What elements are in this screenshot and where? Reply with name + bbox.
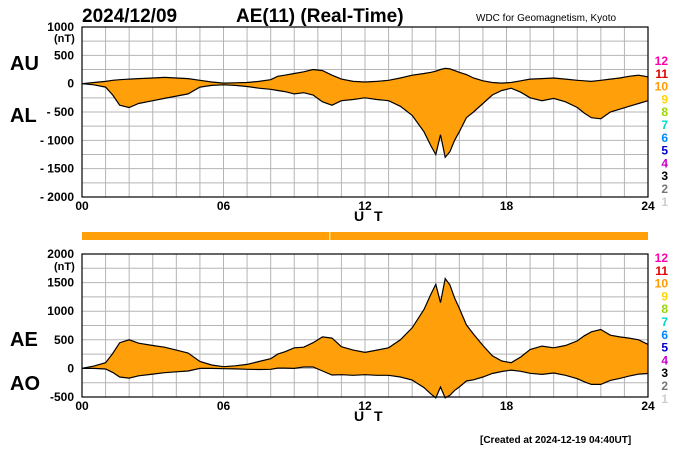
level-legend-item: 10: [655, 277, 669, 291]
ae-ao-x-tick-label: 24: [641, 399, 655, 413]
separator-bar: [82, 232, 648, 240]
ae-ao-band: [82, 278, 648, 398]
ae-ao-y-tick-label: -500: [50, 390, 74, 404]
level-legend-item: 11: [655, 264, 668, 278]
au-al-x-tick-label: 18: [500, 199, 514, 213]
au-al-y-tick-label: - 500: [47, 105, 75, 119]
level-legend-item: 4: [661, 156, 668, 170]
x-axis-label-top: U T: [354, 208, 386, 224]
level-legend-item: 7: [661, 118, 668, 132]
ae-ao-y-tick-label: 1000: [47, 304, 74, 318]
ae-ao-y-tick-label: 2000: [47, 247, 74, 261]
date-title: 2024/12/09: [82, 6, 177, 27]
chart-title: AE(11) (Real-Time): [236, 6, 404, 27]
level-legend-item: 7: [661, 315, 668, 329]
source-label: WDC for Geomagnetism, Kyoto: [476, 13, 616, 24]
unit-label-top: (nT): [54, 33, 75, 45]
au-al-y-tick-label: - 1500: [40, 162, 74, 176]
ao-series-line: [82, 366, 649, 399]
ae-ao-x-tick-label: 18: [500, 399, 514, 413]
au-al-band: [82, 68, 648, 158]
au-al-y-tick-label: 1000: [47, 20, 74, 34]
ae-ao-x-tick-label: 06: [217, 399, 231, 413]
au-al-x-tick-label: 06: [217, 199, 231, 213]
level-legend-item: 12: [655, 251, 669, 265]
au-al-y-tick-label: - 1000: [40, 133, 74, 147]
ae-ao-frame: [81, 253, 649, 398]
level-legend-item: 10: [655, 80, 669, 94]
level-legend-item: 5: [661, 144, 668, 158]
level-legend-item: 1: [661, 392, 668, 406]
au-al-y-tick-label: 0: [67, 77, 74, 91]
au-al-x-tick-label: 24: [641, 199, 655, 213]
level-legend-item: 2: [661, 182, 668, 196]
ae-ao-y-tick-label: 500: [54, 333, 74, 347]
level-legend-item: 1: [661, 195, 668, 209]
level-legend-item: 6: [661, 328, 668, 342]
au-al-x-tick-label: 00: [75, 199, 89, 213]
ae-ao-y-tick-label: 0: [67, 361, 74, 375]
level-legend-item: 11: [655, 67, 668, 81]
ae-ao-y-tick-label: 1500: [47, 276, 74, 290]
unit-label-bottom: (nT): [54, 261, 75, 273]
ae-series-line: [81, 277, 649, 369]
level-legend-item: 5: [661, 341, 668, 355]
level-legend-item: 3: [661, 366, 668, 380]
level-legend-item: 8: [661, 105, 668, 119]
ae-series-label: AE: [10, 329, 38, 351]
au-al-frame: [81, 26, 649, 198]
al-series-label: AL: [10, 105, 37, 127]
ae-ao-x-tick-label: 12: [358, 399, 372, 413]
level-legend-item: 2: [661, 379, 668, 393]
au-al-x-tick-label: 12: [358, 199, 372, 213]
au-series-label: AU: [10, 53, 39, 75]
x-axis-label-bottom: U T: [354, 408, 386, 424]
au-al-y-tick-label: - 2000: [40, 190, 74, 204]
separator-bar-mark: [329, 232, 331, 240]
level-legend-item: 6: [661, 131, 668, 145]
level-legend-item: 9: [661, 92, 668, 106]
au-series-line: [81, 67, 649, 85]
level-legend-item: 3: [661, 169, 668, 183]
level-legend-item: 4: [661, 353, 668, 367]
ao-series-label: AO: [10, 373, 40, 395]
level-legend-item: 12: [655, 54, 669, 68]
ae-ao-x-tick-label: 00: [75, 399, 89, 413]
al-series-line: [81, 83, 649, 159]
created-timestamp: [Created at 2024-12-19 04:40UT]: [480, 435, 631, 446]
level-legend-item: 8: [661, 302, 668, 316]
au-al-y-tick-label: 500: [54, 48, 74, 62]
level-legend-item: 9: [661, 289, 668, 303]
